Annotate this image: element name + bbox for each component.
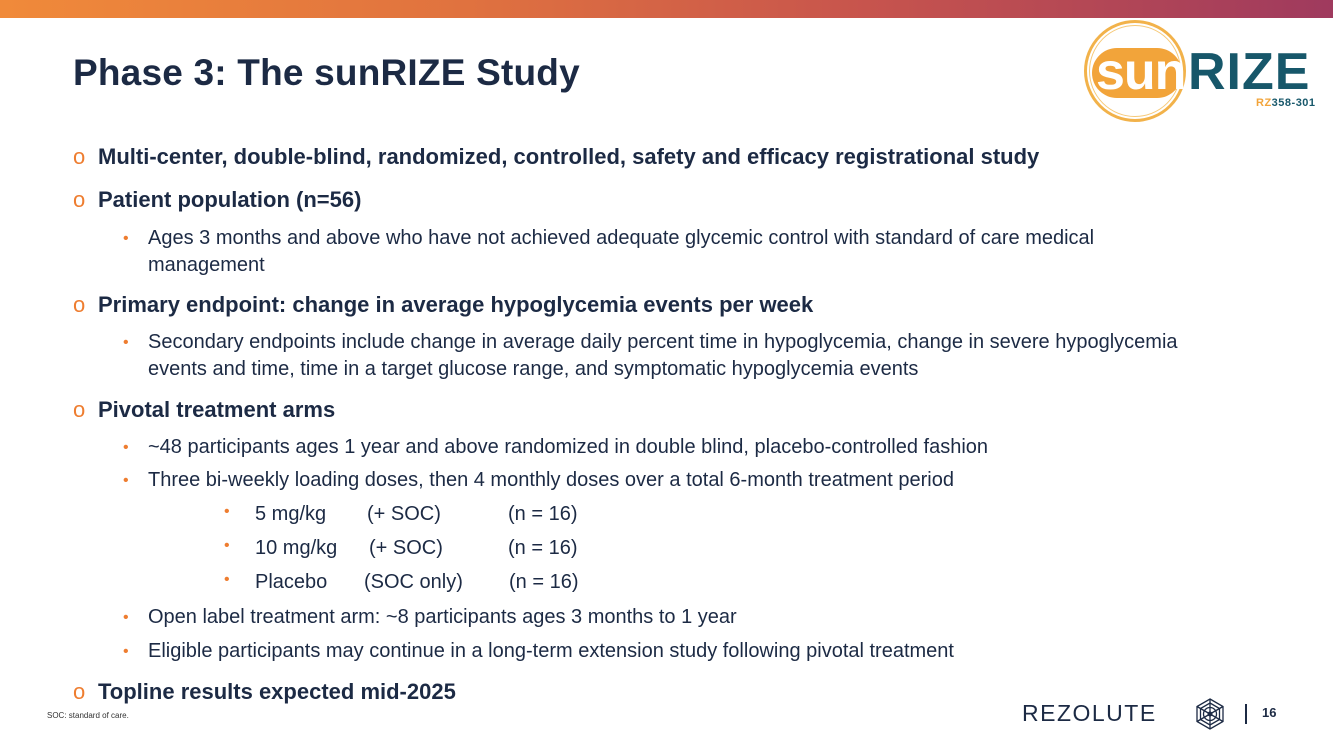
sub-bullet-marker: • <box>123 230 129 247</box>
bullet-topline-results: o Topline results expected mid-2025 <box>73 679 456 705</box>
logo-code-suffix: 358-301 <box>1271 97 1316 109</box>
logo-sun-disc <box>1092 48 1182 98</box>
bullet-marker: o <box>73 292 86 317</box>
sub-bullet-marker: • <box>123 472 129 489</box>
logo-code-prefix: RZ <box>1256 97 1272 109</box>
footer-divider <box>1245 704 1247 724</box>
page-number: 16 <box>1262 705 1277 720</box>
sub-bullet-extension: • Eligible participants may continue in … <box>123 638 1223 665</box>
arm-soc: (+ SOC) <box>369 537 443 559</box>
bullet-marker: o <box>73 679 86 704</box>
sub-bullet-text: Three bi-weekly loading doses, then 4 mo… <box>148 469 954 491</box>
sub-bullet-text: Eligible participants may continue in a … <box>148 640 954 662</box>
sub-bullet-secondary-endpoints: • Secondary endpoints include change in … <box>123 329 1183 383</box>
bullet-marker: o <box>73 187 86 212</box>
arm-n: (n = 16) <box>508 537 578 559</box>
page-title: Phase 3: The sunRIZE Study <box>73 52 580 93</box>
top-gradient-bar <box>0 0 1333 18</box>
sunrize-logo: sun RIZE RZ358-301 <box>1080 18 1330 128</box>
bullet-marker: o <box>73 144 86 169</box>
arm-dose: 5 mg/kg <box>255 503 327 525</box>
sub-bullet-dosing: • Three bi-weekly loading doses, then 4 … <box>123 467 1223 494</box>
arm-dose: 10 mg/kg <box>255 537 338 559</box>
sub-bullet-marker: • <box>123 334 129 351</box>
sub-bullet-marker: • <box>123 643 129 660</box>
logo-study-code: RZ358-301 <box>1256 97 1316 109</box>
sub-bullet-participants: • ~48 participants ages 1 year and above… <box>123 434 1223 461</box>
sub-bullet-open-label: • Open label treatment arm: ~8 participa… <box>123 604 1223 631</box>
bullet-text: Multi-center, double-blind, randomized, … <box>98 144 1040 169</box>
bullet-marker: o <box>73 397 86 422</box>
sub-bullet-marker: • <box>123 609 129 626</box>
arm-n: (n = 16) <box>509 571 579 593</box>
arm-marker: • <box>224 503 230 520</box>
rezolute-emblem-icon <box>1196 698 1224 730</box>
arm-dose: Placebo <box>255 571 328 593</box>
sub-bullet-text: Secondary endpoints include change in av… <box>148 331 1178 380</box>
rezolute-wordmark: REZOLUTE <box>1022 700 1157 726</box>
sub-bullet-text: Open label treatment arm: ~8 participant… <box>148 606 737 628</box>
arm-soc: (SOC only) <box>364 571 463 593</box>
bullet-text: Patient population (n=56) <box>98 187 362 212</box>
bullet-primary-endpoint: o Primary endpoint: change in average hyp… <box>73 292 813 318</box>
arm-n: (n = 16) <box>508 503 578 525</box>
logo-sun-text: sun <box>1096 43 1186 101</box>
arm-soc: (+ SOC) <box>367 503 441 525</box>
bullet-study-design: o Multi-center, double-blind, randomized,… <box>73 144 1039 170</box>
logo-rize-text: RIZE <box>1188 43 1311 101</box>
footnote: SOC: standard of care. <box>47 711 129 720</box>
bullet-pivotal-arms: o Pivotal treatment arms <box>73 397 335 423</box>
arm-marker: • <box>224 571 230 588</box>
logo-sun-ring <box>1084 20 1186 122</box>
sub-bullet-marker: • <box>123 439 129 456</box>
bullet-text: Topline results expected mid-2025 <box>98 679 456 704</box>
sub-bullet-text: ~48 participants ages 1 year and above r… <box>148 436 989 458</box>
bullet-text: Pivotal treatment arms <box>98 397 336 422</box>
arm-marker: • <box>224 537 230 554</box>
bullet-patient-population: o Patient population (n=56) <box>73 187 361 213</box>
sub-bullet-text: Ages 3 months and above who have not ach… <box>148 227 1095 276</box>
bullet-text: Primary endpoint: change in average hypo… <box>98 292 814 317</box>
sub-bullet-ages: • Ages 3 months and above who have not a… <box>123 225 1173 279</box>
